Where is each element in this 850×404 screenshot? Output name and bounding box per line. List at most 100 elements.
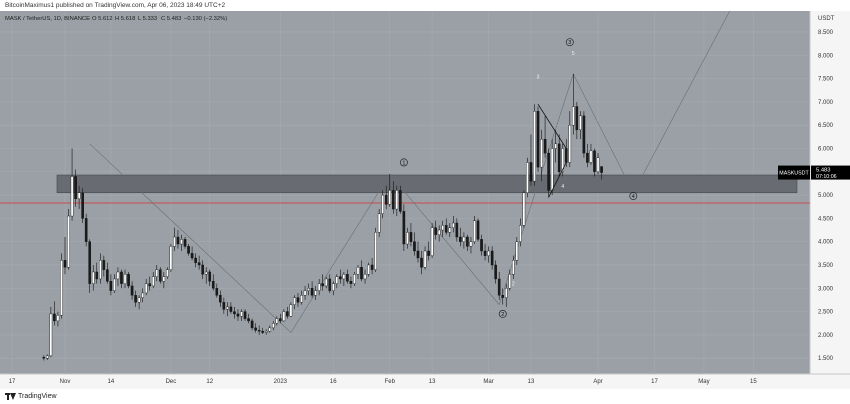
candle: [229, 306, 233, 312]
candle: [363, 274, 367, 280]
candle: [250, 320, 254, 329]
ohlc-high: H 5.618: [115, 16, 135, 22]
y-tick-label: 4.000: [818, 240, 834, 246]
candle: [321, 283, 324, 287]
x-tick-label: May: [698, 379, 709, 385]
candle: [384, 194, 388, 205]
candle: [374, 232, 377, 270]
y-tick-label: 3.000: [818, 286, 834, 292]
candle: [134, 295, 137, 303]
candle: [582, 115, 586, 154]
price-chart[interactable]: 1234512345 1.5002.0002.5003.0003.5004.00…: [0, 11, 850, 389]
candle: [91, 271, 95, 284]
wave-label: 1: [402, 160, 405, 166]
candle: [434, 227, 437, 235]
candle: [106, 269, 109, 282]
candle: [448, 227, 452, 233]
candle: [564, 148, 568, 163]
candle: [395, 190, 399, 210]
candle: [473, 220, 476, 242]
candle: [430, 227, 434, 256]
candle: [169, 246, 173, 270]
candle: [370, 264, 374, 270]
candle: [187, 246, 190, 254]
candle: [268, 327, 272, 332]
candle: [427, 250, 430, 256]
candle: [483, 250, 487, 256]
candle: [226, 306, 229, 310]
candle: [257, 330, 261, 332]
candle: [243, 311, 247, 319]
time-axis-background: [0, 374, 850, 389]
y-tick-label: 8.500: [818, 30, 834, 36]
candle: [331, 283, 335, 291]
candle: [487, 250, 490, 256]
candle: [222, 302, 226, 310]
y-tick-label: 8.000: [818, 53, 834, 59]
candle: [497, 278, 501, 296]
candle: [53, 313, 56, 322]
candle: [399, 190, 402, 212]
candle: [307, 288, 310, 291]
candle: [416, 250, 420, 259]
candle: [494, 264, 497, 280]
candle: [589, 150, 593, 163]
candle: [180, 239, 183, 245]
candle: [533, 110, 536, 182]
candle: [148, 283, 152, 287]
candle: [490, 250, 494, 266]
y-tick-label: 4.500: [818, 216, 834, 222]
candle: [550, 148, 554, 191]
candle: [515, 241, 519, 261]
wave-circle: [399, 158, 408, 167]
candle: [388, 190, 392, 205]
candle: [219, 295, 222, 303]
candle: [81, 192, 84, 219]
candle: [77, 192, 81, 200]
x-tick-label: 15: [750, 379, 757, 385]
candle: [56, 315, 60, 322]
candle: [141, 292, 144, 298]
candle: [377, 213, 381, 233]
x-tick-label: Nov: [60, 379, 71, 385]
candle: [296, 297, 300, 303]
candle: [356, 267, 360, 275]
candle: [190, 253, 194, 259]
candle: [423, 250, 427, 268]
candle: [402, 211, 406, 245]
candle: [413, 241, 416, 252]
candle: [197, 262, 201, 266]
candle: [194, 257, 197, 263]
candle: [176, 236, 180, 245]
x-tick-label: 13: [429, 379, 436, 385]
candle: [120, 271, 123, 284]
candle: [519, 225, 522, 242]
candle: [70, 176, 74, 217]
candle: [339, 276, 342, 280]
candle: [127, 274, 130, 287]
candle: [572, 106, 575, 126]
candle: [543, 138, 547, 154]
candle: [360, 267, 363, 280]
x-tick-label: Feb: [385, 379, 396, 385]
candle: [130, 285, 134, 296]
candle: [459, 236, 462, 242]
candle: [568, 124, 572, 163]
candle: [166, 269, 169, 277]
wave-label: 5: [572, 51, 575, 57]
candle: [271, 323, 275, 329]
x-tick-label: Dec: [166, 379, 177, 385]
candle: [74, 176, 77, 200]
candle: [342, 274, 346, 280]
candle: [310, 288, 314, 296]
candle: [275, 318, 279, 324]
resistance-zone: [56, 174, 798, 194]
candle: [466, 236, 469, 247]
price-axis-background: [810, 11, 850, 374]
candle: [123, 274, 127, 284]
candle: [201, 264, 204, 275]
candle: [286, 311, 289, 317]
x-tick-label: 2023: [274, 379, 288, 385]
publisher-info: BitcoinMaximus1 published on TradingView…: [5, 2, 226, 9]
candle: [317, 283, 321, 291]
